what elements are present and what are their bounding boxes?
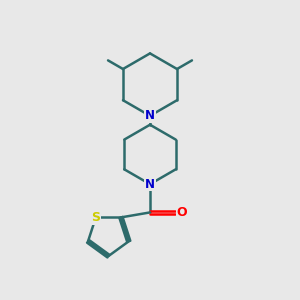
Text: O: O — [176, 206, 187, 219]
Text: N: N — [145, 178, 155, 191]
Text: N: N — [145, 109, 155, 122]
Text: S: S — [91, 211, 100, 224]
